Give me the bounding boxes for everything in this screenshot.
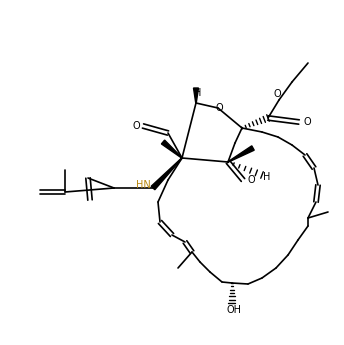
Text: O: O	[132, 121, 140, 131]
Polygon shape	[228, 146, 254, 162]
Text: HN: HN	[136, 180, 150, 190]
Text: H: H	[263, 172, 271, 182]
Text: OH: OH	[226, 305, 241, 315]
Text: O: O	[273, 89, 281, 99]
Text: O: O	[215, 103, 223, 113]
Polygon shape	[151, 158, 182, 190]
Polygon shape	[193, 88, 198, 103]
Text: O: O	[303, 117, 311, 127]
Text: O: O	[247, 175, 255, 185]
Text: H: H	[194, 88, 202, 98]
Polygon shape	[161, 140, 182, 158]
